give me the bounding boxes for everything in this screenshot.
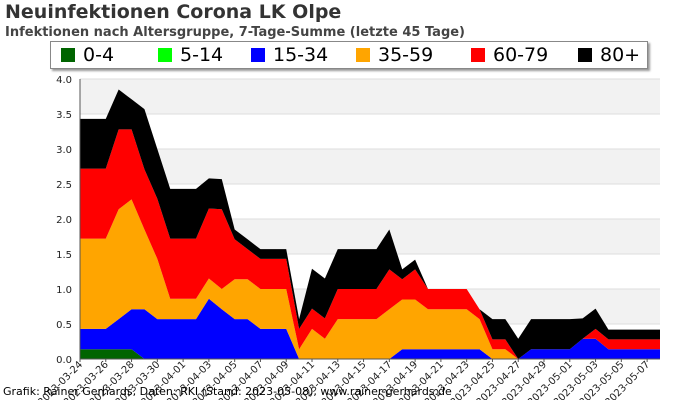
y-tick-label: 3.0: [56, 145, 72, 156]
y-tick-label: 1.0: [56, 285, 72, 296]
legend-label: 80+: [600, 44, 641, 66]
grid-band: [80, 114, 660, 149]
y-tick-label: 2.0: [56, 215, 72, 226]
legend-swatch: [158, 48, 172, 62]
area-series-35-59: [80, 199, 660, 359]
chart-subtitle: Infektionen nach Altersgruppe, 7-Tage-Su…: [5, 25, 466, 40]
legend-label: 5-14: [180, 44, 224, 66]
grid-band: [80, 149, 660, 184]
area-series-15-34: [80, 298, 660, 359]
grid-band: [80, 79, 660, 114]
y-tick-label: 2.5: [56, 180, 72, 191]
area-series-80+: [80, 89, 660, 359]
area-series-0-4: [80, 349, 660, 359]
legend-swatch: [61, 48, 75, 62]
legend-swatch: [578, 48, 592, 62]
legend-swatch: [471, 48, 485, 62]
y-tick-label: 3.5: [56, 110, 72, 121]
legend-label: 15-34: [273, 44, 329, 66]
y-tick-label: 0.0: [56, 355, 72, 366]
legend-label: 35-59: [378, 44, 434, 66]
legend-label: 0-4: [83, 44, 115, 66]
legend-swatch: [356, 48, 370, 62]
y-tick-label: 0.5: [56, 320, 72, 331]
y-tick-label: 4.0: [56, 75, 72, 86]
chart-title: Neuinfektionen Corona LK Olpe: [5, 1, 342, 23]
chart-legend: 0-4 5-14 15-34 35-59 60-79 80+: [50, 41, 648, 69]
chart-footer-credit: Grafik: Rainer Gerhards, Daten: RKI (Sta…: [3, 385, 452, 398]
legend-swatch: [251, 48, 265, 62]
y-tick-label: 1.5: [56, 250, 72, 261]
legend-label: 60-79: [493, 44, 549, 66]
area-series-60-79: [80, 129, 660, 359]
